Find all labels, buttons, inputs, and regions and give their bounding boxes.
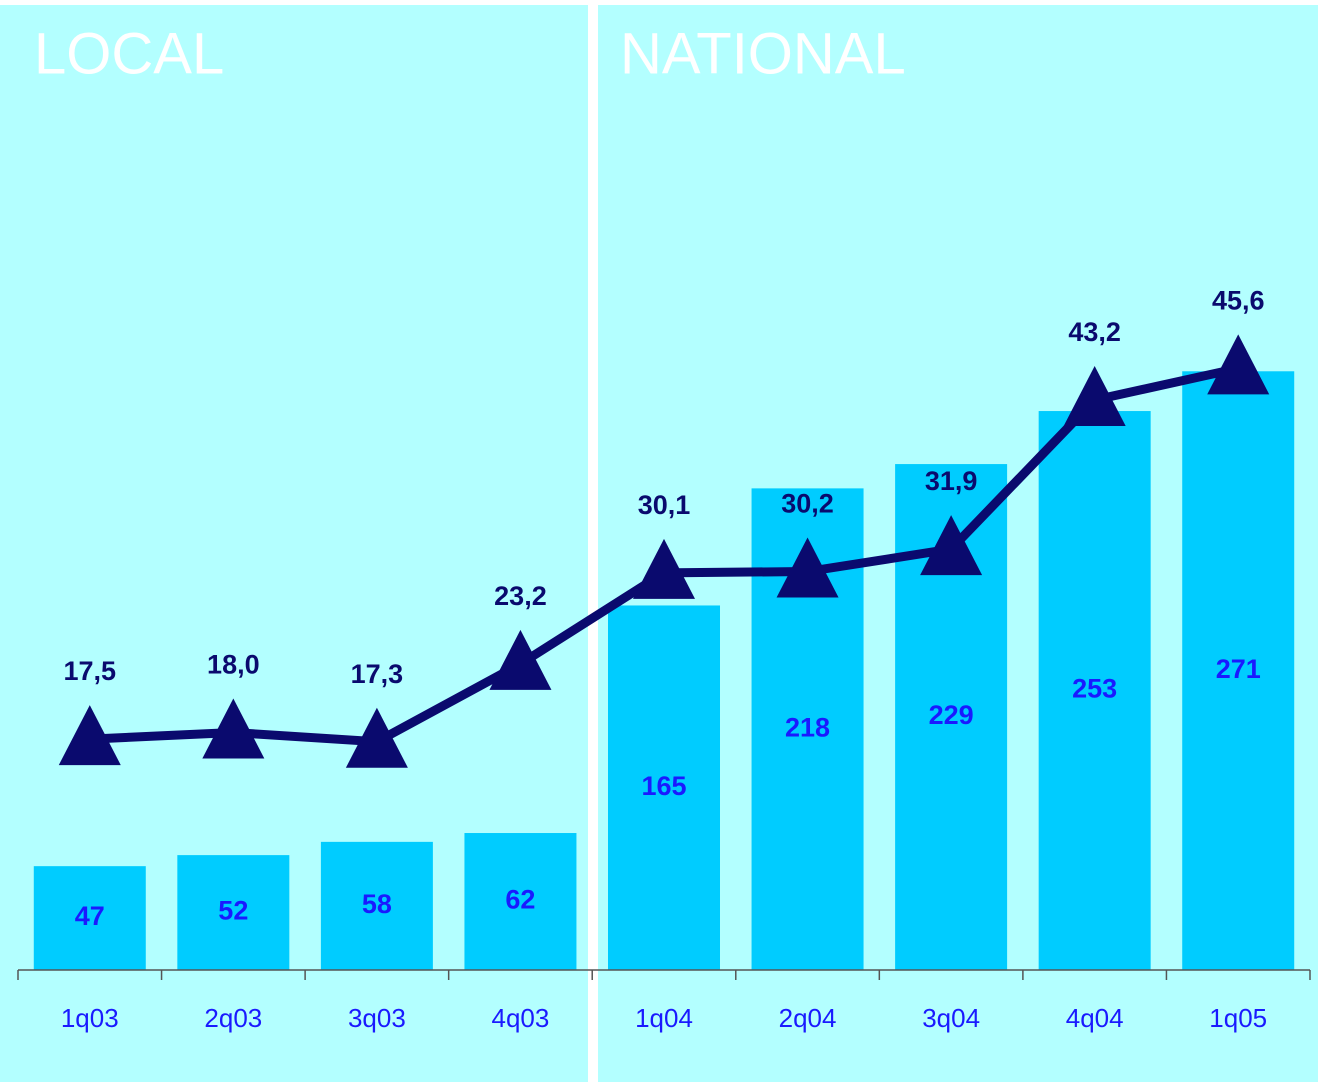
triangle-marker [58, 705, 121, 766]
bar-value-label: 47 [75, 901, 105, 931]
x-tick-label: 3q04 [922, 1003, 980, 1033]
triangle-marker [489, 629, 552, 690]
triangle-marker [776, 537, 839, 598]
bar-value-label: 62 [505, 885, 535, 915]
x-tick-label: 1q05 [1209, 1003, 1267, 1033]
bar-value-label: 229 [929, 700, 974, 730]
x-tick-label: 1q03 [61, 1003, 119, 1033]
x-tick-label: 2q03 [204, 1003, 262, 1033]
bar [1038, 411, 1151, 970]
panel-title: NATIONAL [620, 21, 906, 86]
bar-value-label: 165 [641, 771, 686, 801]
bar-value-label: 58 [362, 889, 392, 919]
line-value-label: 30,2 [781, 489, 834, 519]
bar [320, 841, 433, 970]
bar-value-label: 271 [1216, 654, 1261, 684]
triangle-marker [345, 707, 408, 768]
triangle-marker [1063, 366, 1126, 426]
triangle-marker [633, 538, 695, 599]
bar [33, 866, 146, 970]
x-tick-label: 1q04 [635, 1003, 693, 1033]
triangle-marker [920, 515, 983, 576]
x-tick-label: 4q03 [492, 1003, 550, 1033]
bar [608, 605, 720, 970]
x-tick-label: 2q04 [779, 1003, 837, 1033]
x-tick-label: 3q03 [348, 1003, 406, 1033]
bar [464, 833, 577, 970]
bar [177, 855, 290, 970]
bar-value-label: 218 [785, 712, 830, 742]
triangle-marker [1207, 334, 1270, 395]
x-tick-label: 4q04 [1066, 1003, 1124, 1033]
line-value-label: 17,3 [351, 659, 404, 689]
line-value-label: 17,5 [63, 656, 116, 686]
line-value-label: 18,0 [207, 650, 260, 680]
triangle-marker [202, 698, 265, 759]
line-value-label: 23,2 [494, 581, 547, 611]
bar-value-label: 253 [1072, 674, 1117, 704]
line-value-label: 30,1 [638, 490, 691, 520]
panel-title: LOCAL [34, 21, 224, 86]
bar-value-label: 52 [218, 896, 248, 926]
line-value-label: 31,9 [925, 466, 978, 496]
bar [1182, 371, 1295, 971]
line-value-label: 45,6 [1212, 285, 1265, 315]
line-value-label: 43,2 [1068, 317, 1121, 347]
